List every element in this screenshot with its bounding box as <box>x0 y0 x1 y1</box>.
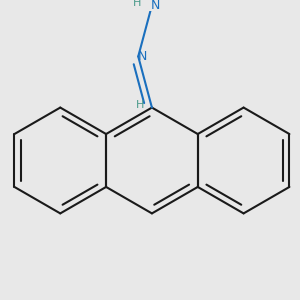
Text: N: N <box>137 50 147 63</box>
Text: N: N <box>151 0 160 12</box>
Text: H: H <box>133 0 142 8</box>
Text: H: H <box>136 100 145 110</box>
